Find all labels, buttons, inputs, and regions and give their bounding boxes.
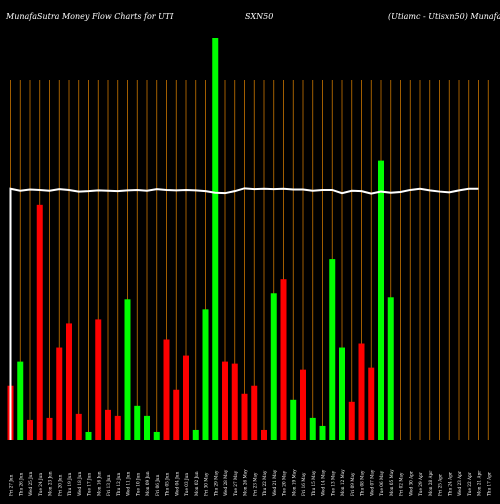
bar-down [368, 367, 375, 440]
x-tick-label: Tue 13 May [330, 470, 335, 496]
x-tick-label: Tue 06 May [379, 470, 384, 496]
bar-up [319, 425, 326, 440]
bar-up [153, 431, 160, 440]
x-tick-label: Mon 23 Jun [48, 471, 53, 496]
x-tick-label: Thu 12 Jun [116, 472, 121, 496]
bar-down [280, 279, 287, 440]
x-tick-label: Fri 06 Jun [155, 474, 160, 496]
x-tick-label: Wed 11 Jun [126, 472, 131, 496]
x-tick-label: Wed 21 May [272, 469, 277, 496]
bar-down [173, 389, 180, 440]
x-tick-label: Thu 22 May [262, 470, 267, 496]
money-flow-line [9, 187, 479, 440]
x-tick-label: Fri 25 Apr [438, 474, 443, 496]
x-tick-label: Thu 29 May [213, 470, 218, 496]
x-tick-label: Tue 29 Apr [418, 472, 423, 496]
x-tick-label: Thu 08 May [360, 470, 365, 496]
bar-up [85, 431, 92, 440]
bar-down [358, 343, 365, 440]
x-tick-label: Mon 09 Jun [145, 471, 150, 496]
bar-down [66, 323, 72, 440]
x-tick-label: Thu 15 May [311, 470, 316, 496]
bar-down [56, 347, 63, 440]
x-tick-label: Thu 05 Jun [165, 472, 170, 496]
x-tick-label: Fri 23 May [252, 472, 257, 496]
chart-title-left: MunafaSutra Money Flow Charts for UTI [6, 12, 174, 21]
bar-down [114, 415, 121, 440]
chart-title-symbol: SXN50 [245, 12, 274, 21]
x-tick-label: Wed 23 Apr [457, 471, 462, 496]
bar-down [261, 429, 267, 440]
x-tick-label: Fri 27 Jun [9, 474, 14, 496]
bar-down [348, 401, 355, 440]
bar-up [144, 415, 150, 440]
x-tick-label: Thu 24 Apr [447, 472, 452, 496]
bar-down [222, 361, 228, 440]
bar-down [183, 355, 189, 440]
bar-up [270, 293, 277, 440]
x-tick-label: Tue 10 Jun [135, 473, 140, 496]
x-tick-label: Fri 09 May [350, 472, 355, 496]
x-tick-label: Mon 19 May [291, 469, 296, 496]
x-tick-label: Tue 22 Apr [467, 472, 472, 496]
x-tick-label: Fri 20 Jun [57, 474, 62, 496]
bar-down [46, 417, 53, 440]
bar-down [241, 393, 248, 440]
bar-up [17, 361, 24, 440]
bar-up [212, 38, 219, 440]
x-tick-label: Wed 14 May [321, 469, 326, 496]
x-tick-label: Mon 21 Apr [477, 471, 482, 496]
x-tick-label: Mon 28 Apr [428, 471, 433, 496]
x-tick-label: Mon 05 May [389, 469, 394, 496]
bar-up [339, 347, 345, 440]
x-tick-label: Mon 26 May [243, 469, 248, 496]
bar-up [309, 417, 316, 440]
x-tick-label: Fri 30 May [204, 472, 209, 496]
bar-down [300, 369, 306, 440]
bar-up [134, 405, 141, 440]
x-tick-label: Mon 12 May [340, 469, 345, 496]
bar-down [251, 385, 258, 440]
x-tick-label: Tue 27 May [233, 470, 238, 496]
bar-down [75, 413, 82, 440]
x-tick-label: Fri 13 Jun [106, 474, 111, 496]
x-tick-label: Wed 30 Apr [408, 471, 413, 496]
x-tick-label: Wed 07 May [369, 469, 374, 496]
bar-down [105, 409, 111, 440]
x-tick-label: Tue 17 Jun [87, 473, 92, 496]
bar-down [27, 419, 33, 440]
x-tick-label: Fri 02 May [399, 472, 404, 496]
bar-up [378, 160, 384, 441]
bar-down [36, 204, 43, 440]
x-tick-label: Tue 24 Jun [38, 473, 43, 496]
x-tick-label: Mon 02 Jun [194, 471, 199, 496]
bar-up [329, 259, 336, 440]
x-tick-label: Tue 20 May [282, 470, 287, 496]
x-tick-label: Tue 03 Jun [184, 473, 189, 496]
bar-up [202, 309, 209, 440]
x-tick-label: Mon 16 Jun [96, 471, 101, 496]
chart-title-right: (Utiamc - Utisxn50) MunafaSutra [388, 12, 500, 21]
x-tick-label: Fri 16 May [301, 472, 306, 496]
x-tick-label: Wed 18 Jun [77, 472, 82, 496]
bar-down [163, 339, 170, 440]
bar-up [192, 429, 199, 440]
bar-up [124, 299, 131, 440]
bar-up [387, 297, 394, 440]
x-tick-label: Thu 19 Jun [67, 472, 72, 496]
x-tick-label: Wed 25 Jun [28, 472, 33, 496]
bar-down [95, 319, 102, 440]
x-tick-label: Thu 26 Jun [18, 472, 23, 496]
x-tick-label: Wed 28 May [223, 469, 228, 496]
x-tick-label: Wed 04 Jun [174, 472, 179, 496]
x-tick-label: Thu 17 Apr [486, 472, 491, 496]
bar-up [290, 399, 297, 440]
bar-down [231, 363, 238, 440]
